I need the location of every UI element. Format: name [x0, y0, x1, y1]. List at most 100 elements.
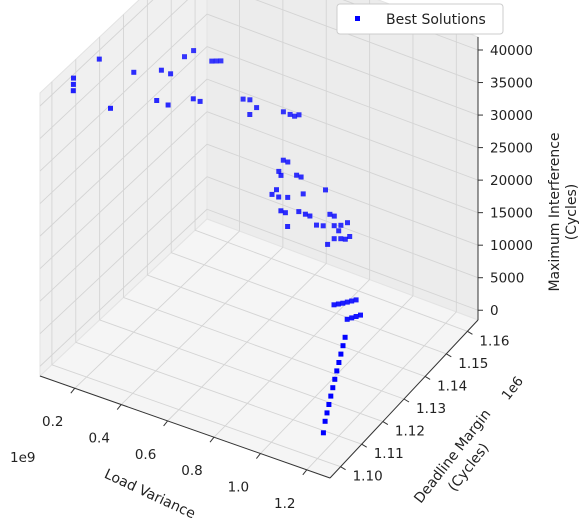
data-point [323, 187, 328, 192]
data-point [292, 114, 297, 119]
data-point [338, 352, 343, 357]
data-point [270, 192, 275, 197]
data-point [354, 297, 359, 302]
x-tick-label: 0.4 [88, 431, 109, 447]
data-point [254, 105, 259, 110]
y-tick-label: 1.10 [353, 469, 383, 485]
data-point [338, 223, 343, 228]
data-point [303, 212, 308, 217]
data-point [343, 237, 348, 242]
y-tick-mark [404, 399, 409, 402]
data-point [168, 71, 173, 76]
z-axis-title-line2: (Cycles) [564, 184, 580, 240]
data-point [154, 98, 159, 103]
data-point [314, 223, 319, 228]
data-point [341, 343, 346, 348]
data-point [332, 377, 337, 382]
data-point [71, 82, 76, 87]
z-tick-label: 5000 [490, 271, 524, 287]
x-tick-mark [210, 437, 214, 442]
x-tick-mark [256, 454, 260, 459]
y-tick-mark [341, 467, 346, 470]
x-tick-mark [303, 470, 307, 475]
data-point [131, 70, 136, 75]
data-point [327, 212, 332, 217]
legend: Best Solutions [337, 4, 503, 34]
x-tick-mark [117, 405, 121, 410]
z-axis-ticks: 0 5000 10000 15000 20000 25000 30000 35000 40000 [478, 43, 533, 319]
z-tick-label: 20000 [490, 173, 533, 189]
data-point [209, 59, 214, 64]
x-tick-mark [71, 388, 75, 393]
data-point [281, 109, 286, 114]
data-point [159, 68, 164, 73]
z-tick-label: 15000 [490, 206, 533, 222]
y-tick-mark [383, 422, 388, 425]
data-point [345, 300, 350, 305]
z-tick-label: 35000 [490, 76, 533, 92]
y-tick-mark [446, 354, 451, 357]
data-point [358, 313, 363, 318]
data-point [182, 54, 187, 59]
y-offset-label: 1e6 [499, 374, 527, 404]
data-point [332, 223, 337, 228]
data-point [285, 224, 290, 229]
data-point [276, 195, 281, 200]
legend-marker [355, 16, 360, 21]
data-point [218, 58, 223, 63]
data-point [281, 158, 286, 163]
data-point [247, 97, 252, 102]
y-tick-label: 1.16 [479, 333, 509, 349]
y-tick-mark [467, 331, 472, 334]
data-point [274, 187, 279, 192]
x-tick-label: 0.8 [181, 463, 202, 479]
data-point [288, 112, 293, 117]
data-point [345, 220, 350, 225]
z-tick-label: 30000 [490, 108, 533, 124]
x-tick-label: 1.2 [274, 496, 295, 512]
z-axis-title-line1: Maximum Interference [547, 132, 563, 291]
x-offset-label: 1e9 [10, 450, 35, 466]
data-point [354, 314, 359, 319]
data-point [294, 173, 299, 178]
data-point [330, 385, 335, 390]
data-point [307, 214, 312, 219]
data-point [332, 214, 337, 219]
data-point [336, 228, 341, 233]
z-tick-label: 40000 [490, 43, 533, 59]
data-point [321, 223, 326, 228]
x-tick-label: 0.2 [42, 414, 63, 430]
y-tick-label: 1.11 [374, 446, 404, 462]
data-point [336, 302, 341, 307]
data-point [214, 59, 219, 64]
x-tick-mark [164, 421, 168, 426]
data-point [71, 76, 76, 81]
data-point [241, 97, 246, 102]
y-tick-label: 1.13 [416, 401, 446, 417]
data-point [326, 402, 331, 407]
data-point [191, 48, 196, 53]
data-point [328, 394, 333, 399]
data-point [325, 242, 330, 247]
z-tick-label: 0 [490, 303, 499, 319]
data-point [323, 419, 328, 424]
data-point [278, 208, 283, 213]
data-point [299, 175, 304, 180]
data-point [279, 173, 284, 178]
x-tick-label: 1.0 [228, 480, 249, 496]
data-point [301, 191, 306, 196]
data-point [97, 57, 102, 62]
data-point [296, 209, 301, 214]
data-point [338, 236, 343, 241]
data-point [297, 112, 302, 117]
data-point [325, 410, 330, 415]
y-tick-mark [362, 444, 367, 447]
data-point [247, 112, 252, 117]
z-tick-label: 25000 [490, 141, 533, 157]
data-point [345, 317, 350, 322]
data-point [332, 302, 337, 307]
y-tick-label: 1.15 [458, 356, 488, 372]
data-point [166, 103, 171, 108]
data-point [285, 160, 290, 165]
